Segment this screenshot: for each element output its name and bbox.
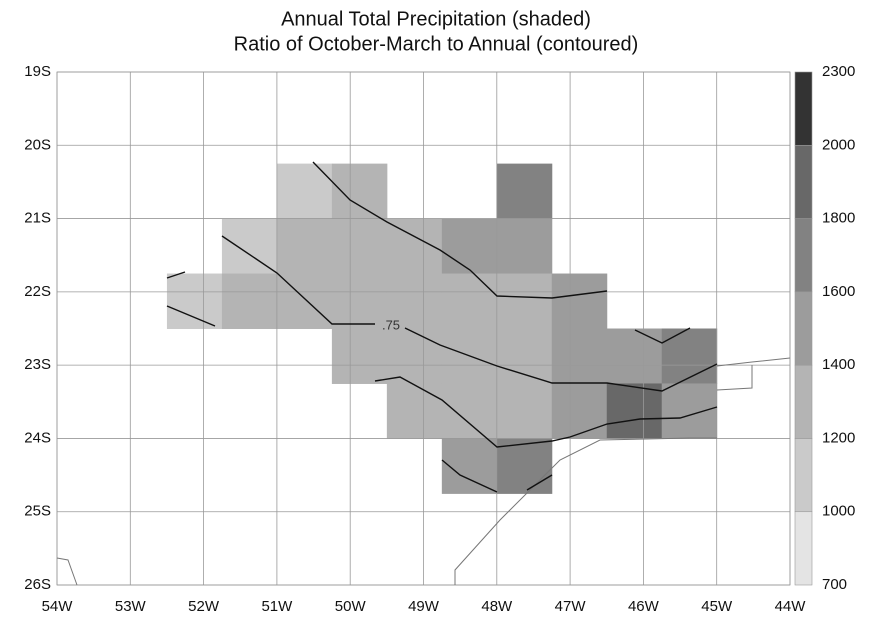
y-tick-label: 20S <box>24 136 51 153</box>
colorbar-band <box>794 511 813 586</box>
contour <box>404 327 718 392</box>
contour <box>166 305 216 327</box>
precip-cell <box>441 438 498 494</box>
y-tick-label: 23S <box>24 356 51 373</box>
contour <box>441 459 498 493</box>
y-tick-label: 19S <box>24 63 51 80</box>
colorbar-label: 700 <box>822 576 847 593</box>
contour <box>374 376 718 448</box>
contour <box>166 271 186 279</box>
coast <box>454 437 717 585</box>
precip-cell <box>496 218 553 275</box>
precip-cell <box>551 383 608 439</box>
colorbar-label: 2300 <box>822 63 855 80</box>
precip-cell <box>166 273 223 329</box>
colorbar-band <box>794 144 813 219</box>
grid: 54W 53W 52W 51W 50W 49W 48W 47W 46W 45W 44W 19S 20S 2… <box>24 63 806 615</box>
contour <box>634 327 691 344</box>
colorbar-band <box>794 291 813 366</box>
colorbar: 700 1000 1200 1400 1600 1800 2000 2300 <box>794 63 855 593</box>
y-tick-label: 24S <box>24 429 51 446</box>
contour <box>312 161 608 299</box>
x-tick-label: 50W <box>335 598 367 615</box>
precip-cell <box>331 163 388 220</box>
precip-cell <box>276 273 333 329</box>
colorbar-band <box>794 364 813 439</box>
precip-cell <box>276 218 333 275</box>
precip-cell <box>221 218 278 275</box>
chart-subtitle: Ratio of October-March to Annual (contou… <box>234 33 639 55</box>
precip-cell <box>496 163 553 220</box>
coast <box>716 365 753 391</box>
precip-cell <box>441 383 498 439</box>
precip-cell <box>661 383 718 439</box>
precip-cell <box>551 273 608 329</box>
contour <box>526 474 553 491</box>
precip-cell <box>386 383 443 439</box>
precip-cell <box>221 273 278 329</box>
x-tick-label: 51W <box>261 598 293 615</box>
y-tick-label: 26S <box>24 576 51 593</box>
colorbar-label: 1800 <box>822 210 855 227</box>
y-tick-label: 21S <box>24 210 51 227</box>
x-tick-label: 46W <box>628 598 660 615</box>
contour <box>221 235 375 325</box>
precip-cell <box>661 328 718 384</box>
coastline <box>56 357 791 586</box>
colorbar-label: 1600 <box>822 283 855 300</box>
precip-cell <box>496 438 553 494</box>
shading <box>166 163 718 494</box>
precip-cell <box>606 328 663 384</box>
precip-cell <box>496 383 553 439</box>
contour-label: .75 <box>382 317 400 332</box>
precip-cell <box>331 328 388 384</box>
precip-cell <box>331 273 388 329</box>
contours <box>166 161 718 493</box>
x-tick-label: 48W <box>481 598 513 615</box>
colorbar-band <box>794 218 813 293</box>
precip-cell <box>496 273 553 329</box>
x-tick-label: 45W <box>701 598 733 615</box>
coast <box>716 357 791 367</box>
precip-cell <box>496 328 553 384</box>
colorbar-label: 2000 <box>822 136 855 153</box>
precip-cell <box>386 328 443 384</box>
colorbar-label: 1400 <box>822 356 855 373</box>
y-tick-label: 22S <box>24 283 51 300</box>
colorbar-band <box>794 71 813 146</box>
x-tick-label: 52W <box>188 598 220 615</box>
precip-cell <box>331 218 388 275</box>
colorbar-label: 1200 <box>822 429 855 446</box>
precip-cell <box>441 218 498 275</box>
precip-cell <box>276 163 333 220</box>
colorbar-label: 1000 <box>822 503 855 520</box>
precip-cell <box>606 383 663 439</box>
x-tick-label: 47W <box>555 598 587 615</box>
precip-cell <box>386 273 443 329</box>
x-tick-label: 44W <box>775 598 807 615</box>
y-tick-label: 25S <box>24 503 51 520</box>
coast <box>56 557 78 586</box>
precip-cell <box>441 273 498 329</box>
colorbar-band <box>794 438 813 513</box>
x-tick-label: 54W <box>42 598 74 615</box>
chart-title: Annual Total Precipitation (shaded) <box>281 8 591 30</box>
x-tick-label: 49W <box>408 598 440 615</box>
precip-cell <box>551 328 608 384</box>
x-tick-label: 53W <box>115 598 147 615</box>
